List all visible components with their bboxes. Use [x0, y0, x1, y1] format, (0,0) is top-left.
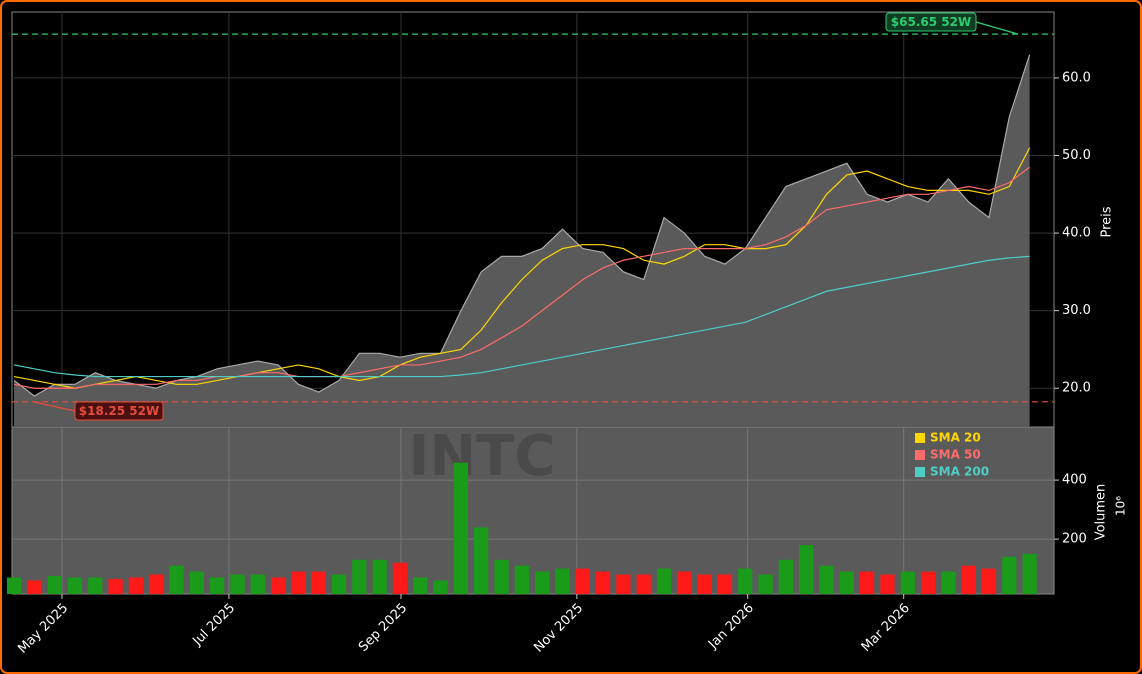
- volume-bar: [230, 574, 245, 594]
- volume-bar: [210, 577, 225, 594]
- volume-bar: [880, 574, 895, 594]
- y-axis-label: Volumen: [1094, 484, 1109, 541]
- volume-bar: [799, 545, 814, 594]
- volume-bar: [311, 571, 326, 594]
- volume-bar: [433, 580, 448, 594]
- volume-bar: [372, 559, 387, 594]
- volume-bar: [291, 571, 306, 594]
- volume-bar: [900, 571, 915, 594]
- volume-bar: [860, 571, 875, 594]
- volume-bar: [47, 576, 62, 594]
- volume-bar: [941, 571, 956, 594]
- volume-bar: [270, 577, 286, 594]
- volume-bar: [920, 571, 936, 594]
- volume-bar: [453, 462, 469, 594]
- volume-bar: [67, 577, 83, 594]
- legend-label: SMA 50: [930, 448, 981, 462]
- volume-bar: [514, 565, 529, 594]
- volume-bar: [331, 574, 347, 594]
- annotation-label: $18.25 52W: [79, 404, 159, 418]
- sma-line: [13, 255, 1030, 378]
- axis-exponent: 10⁶: [1114, 496, 1128, 516]
- annotation-box: [885, 12, 977, 32]
- y-axis-label: Preis: [1100, 206, 1115, 237]
- volume-bar: [128, 577, 144, 594]
- volume-bar: [392, 562, 408, 594]
- volume-bar: [27, 580, 42, 594]
- y-tick-label: 400: [1062, 473, 1087, 488]
- volume-bar: [595, 571, 611, 594]
- volume-bar: [555, 568, 570, 594]
- watermark: INTC: [409, 424, 556, 489]
- annotation-arrow: [32, 401, 76, 412]
- volume-bar: [474, 527, 489, 594]
- price-area: [14, 54, 1030, 428]
- sma-line: [13, 166, 1030, 389]
- volume-bar: [677, 571, 692, 594]
- volume-bar: [149, 574, 164, 594]
- volume-bar: [169, 565, 184, 594]
- legend-label: SMA 20: [930, 431, 981, 445]
- volume-bar: [819, 565, 834, 594]
- y-tick-label: 60.0: [1062, 70, 1091, 85]
- legend-swatch: [915, 467, 925, 477]
- volume-bar: [413, 577, 428, 594]
- annotation-label: $65.65 52W: [891, 15, 971, 29]
- volume-bar: [108, 578, 123, 594]
- legend-label: SMA 200: [930, 465, 989, 479]
- volume-bar: [981, 568, 997, 594]
- volume-bar: [352, 559, 367, 594]
- volume-bar: [250, 574, 265, 594]
- volume-bar: [1002, 556, 1017, 594]
- volume-bar: [758, 574, 773, 594]
- volume-bar: [738, 568, 753, 594]
- volume-bar: [88, 577, 103, 594]
- legend-swatch: [915, 450, 925, 460]
- volume-bar: [697, 574, 712, 594]
- volume-bar: [575, 568, 590, 594]
- y-tick-label: 30.0: [1062, 303, 1091, 318]
- y-tick-label: 50.0: [1062, 148, 1091, 163]
- legend-swatch: [915, 433, 925, 443]
- volume-bar: [6, 577, 22, 594]
- volume-bar: [961, 565, 976, 594]
- price-line: [13, 54, 1031, 397]
- sma-line: [13, 147, 1031, 389]
- volume-bar: [1022, 553, 1037, 594]
- volume-bar: [535, 571, 550, 594]
- volume-bar: [778, 559, 793, 594]
- volume-bar: [717, 574, 733, 594]
- volume-bar: [494, 559, 509, 594]
- annotation-box: [74, 401, 164, 421]
- y-tick-label: 200: [1062, 532, 1087, 547]
- volume-bar: [616, 574, 631, 594]
- annotation-arrow: [975, 21, 1019, 35]
- volume-bar: [189, 571, 204, 594]
- volume-bar: [839, 571, 854, 594]
- volume-bar: [636, 574, 651, 594]
- y-tick-label: 40.0: [1062, 226, 1091, 241]
- volume-bar: [656, 568, 672, 594]
- y-tick-label: 20.0: [1062, 381, 1091, 396]
